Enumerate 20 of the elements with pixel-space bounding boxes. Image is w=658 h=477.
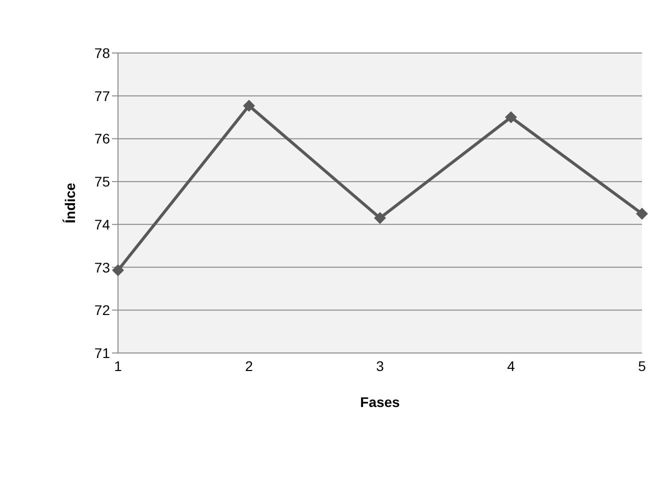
point [374,212,386,224]
y-tick-label: 73 [94,259,110,276]
point [636,208,648,220]
x-tick-label: 4 [507,358,516,374]
x-tick-label: 2 [245,358,254,374]
point [505,111,517,124]
point [112,264,124,276]
x-axis-title: Fases [360,394,400,410]
y-tick-label: 78 [94,44,110,61]
y-tick-label: 71 [94,344,110,361]
x-tick-label: 3 [376,358,384,374]
y-tick-label: 77 [94,88,110,104]
y-tick-label: 75 [94,174,110,190]
y-axis-title: Índice [62,182,78,224]
point [243,100,255,112]
y-tick-label: 74 [94,216,110,232]
y-tick-label: 72 [94,302,110,318]
y-tick-label: 76 [94,130,110,147]
x-tick-label: 1 [114,358,122,374]
x-tick-label: 5 [638,358,646,374]
